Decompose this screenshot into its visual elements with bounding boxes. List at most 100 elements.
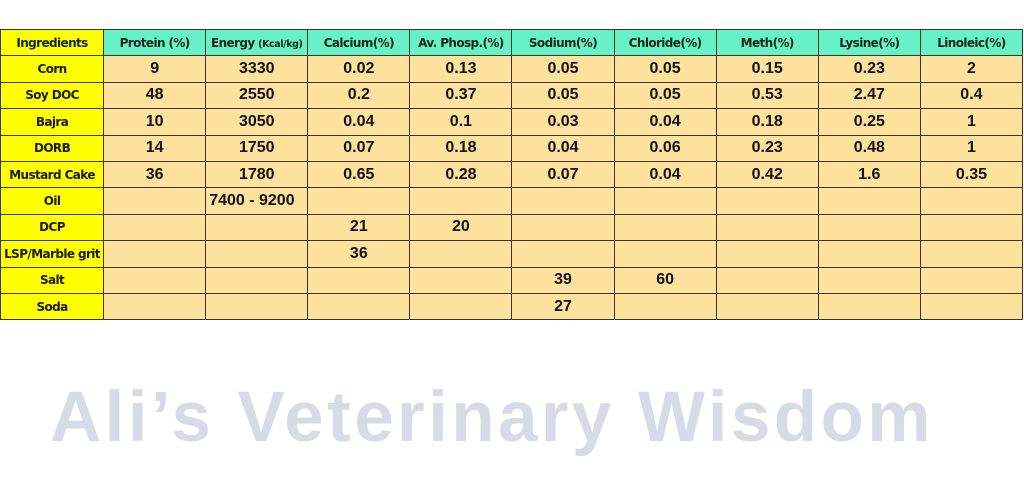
table-row-lsp-marble-grit: LSP/Marble grit 36 xyxy=(0,240,1024,268)
av-phosp-value: 0.28 xyxy=(409,160,513,189)
chloride-value xyxy=(613,292,717,321)
chloride-value xyxy=(613,213,717,242)
energy-value xyxy=(205,292,309,321)
energy-value: 2550 xyxy=(205,81,309,110)
nutrient-table-container: Ingredients Protein (%) Energy (Kcal/kg)… xyxy=(0,28,1024,321)
table-row-oil: Oil 7400 - 9200 xyxy=(0,187,1024,215)
linoleic-value xyxy=(919,292,1024,321)
column-header-label: Ingredients xyxy=(16,35,88,50)
sodium-value xyxy=(511,213,615,242)
lysine-value: 1.6 xyxy=(817,160,921,189)
energy-value xyxy=(205,213,309,242)
column-header-label: Linoleic(%) xyxy=(937,35,1006,50)
meth-value xyxy=(715,266,819,294)
table-row-soy-doc: Soy DOC 48 2550 0.2 0.37 0.05 0.05 0.53 … xyxy=(0,81,1024,110)
energy-value: 7400 - 9200 xyxy=(205,187,309,215)
column-header-label: Av. Phosp.(%) xyxy=(418,35,504,50)
column-header-av-phosp: Av. Phosp.(%) xyxy=(409,28,513,57)
calcium-value: 36 xyxy=(307,240,411,268)
meth-value xyxy=(715,213,819,242)
lysine-value xyxy=(817,292,921,321)
protein-value: 14 xyxy=(103,134,207,162)
column-header-label: Calcium(%) xyxy=(323,35,395,50)
av-phosp-value xyxy=(409,240,513,268)
ingredient-name: Soda xyxy=(0,292,105,321)
chloride-value xyxy=(613,240,717,268)
av-phosp-value xyxy=(409,292,513,321)
energy-value: 1780 xyxy=(205,160,309,189)
linoleic-value xyxy=(919,266,1024,294)
ingredient-name: Soy DOC xyxy=(0,81,105,110)
meth-value: 0.53 xyxy=(715,81,819,110)
calcium-value: 21 xyxy=(307,213,411,242)
column-header-chloride: Chloride(%) xyxy=(613,28,717,57)
column-header-sodium: Sodium(%) xyxy=(511,28,615,57)
chloride-value: 0.05 xyxy=(613,55,717,83)
lysine-value xyxy=(817,187,921,215)
header-row: Ingredients Protein (%) Energy (Kcal/kg)… xyxy=(0,28,1024,57)
linoleic-value: 0.4 xyxy=(919,81,1024,110)
energy-value: 3050 xyxy=(205,108,309,136)
av-phosp-value: 0.13 xyxy=(409,55,513,83)
table-row-salt: Salt 39 60 xyxy=(0,266,1024,294)
meth-value: 0.18 xyxy=(715,108,819,136)
meth-value xyxy=(715,240,819,268)
sodium-value: 0.07 xyxy=(511,160,615,189)
chloride-value: 0.06 xyxy=(613,134,717,162)
calcium-value: 0.07 xyxy=(307,134,411,162)
column-header-ingredients: Ingredients xyxy=(0,28,105,57)
chloride-value xyxy=(613,187,717,215)
ingredient-name: DCP xyxy=(0,213,105,242)
table-row-soda: Soda 27 xyxy=(0,292,1024,321)
lysine-value xyxy=(817,213,921,242)
meth-value: 0.15 xyxy=(715,55,819,83)
feed-ingredient-nutrient-table: Ingredients Protein (%) Energy (Kcal/kg)… xyxy=(0,28,1024,321)
calcium-value: 0.02 xyxy=(307,55,411,83)
protein-value: 48 xyxy=(103,81,207,110)
energy-value xyxy=(205,240,309,268)
protein-value xyxy=(103,187,207,215)
sodium-value: 0.03 xyxy=(511,108,615,136)
protein-value xyxy=(103,240,207,268)
table-row-mustard-cake: Mustard Cake 36 1780 0.65 0.28 0.07 0.04… xyxy=(0,160,1024,189)
sodium-value xyxy=(511,240,615,268)
calcium-value: 0.2 xyxy=(307,81,411,110)
lysine-value xyxy=(817,266,921,294)
column-header-unit: (Kcal/kg) xyxy=(258,38,303,50)
linoleic-value: 2 xyxy=(919,55,1024,83)
column-header-label: Sodium(%) xyxy=(528,35,598,50)
table-row-dcp: DCP 21 20 xyxy=(0,213,1024,242)
ingredient-name: LSP/Marble grit xyxy=(0,240,105,268)
lysine-value: 2.47 xyxy=(817,81,921,110)
calcium-value xyxy=(307,266,411,294)
meth-value: 0.42 xyxy=(715,160,819,189)
column-header-label: Protein (%) xyxy=(119,35,191,50)
calcium-value: 0.65 xyxy=(307,160,411,189)
meth-value: 0.23 xyxy=(715,134,819,162)
calcium-value: 0.04 xyxy=(307,108,411,136)
chloride-value: 60 xyxy=(613,266,717,294)
protein-value xyxy=(103,292,207,321)
sodium-value: 27 xyxy=(511,292,615,321)
av-phosp-value xyxy=(409,266,513,294)
av-phosp-value: 0.1 xyxy=(409,108,513,136)
protein-value xyxy=(103,213,207,242)
chloride-value: 0.04 xyxy=(613,160,717,189)
column-header-label: Chloride(%) xyxy=(628,35,702,50)
linoleic-value: 0.35 xyxy=(919,160,1024,189)
av-phosp-value: 0.37 xyxy=(409,81,513,110)
ingredient-name: Mustard Cake xyxy=(0,160,105,189)
ingredient-name: Bajra xyxy=(0,108,105,136)
av-phosp-value xyxy=(409,187,513,215)
energy-value: 3330 xyxy=(205,55,309,83)
av-phosp-value: 0.18 xyxy=(409,134,513,162)
ingredient-name: Salt xyxy=(0,266,105,294)
protein-value: 36 xyxy=(103,160,207,189)
column-header-label: Lysine(%) xyxy=(839,35,900,50)
table-row-dorb: DORB 14 1750 0.07 0.18 0.04 0.06 0.23 0.… xyxy=(0,134,1024,162)
lysine-value: 0.25 xyxy=(817,108,921,136)
lysine-value xyxy=(817,240,921,268)
chloride-value: 0.04 xyxy=(613,108,717,136)
sodium-value: 0.05 xyxy=(511,55,615,83)
ingredient-name: DORB xyxy=(0,134,105,162)
